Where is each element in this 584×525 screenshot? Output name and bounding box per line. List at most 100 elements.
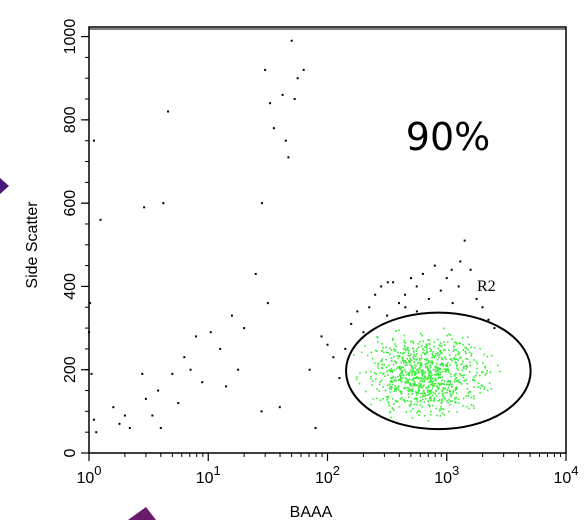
gated-point (381, 366, 383, 369)
scatter-point (144, 397, 147, 400)
gated-point (446, 400, 448, 402)
scatter-point (469, 268, 472, 271)
gated-point (422, 351, 424, 354)
gated-point (465, 357, 468, 360)
gated-point (449, 364, 451, 366)
gated-point (433, 397, 436, 399)
gated-point (432, 385, 435, 387)
gated-point (421, 398, 424, 401)
gated-point (442, 383, 445, 385)
gated-point (429, 370, 432, 372)
gated-point (407, 354, 409, 357)
gated-point (389, 386, 391, 388)
gated-point (465, 368, 468, 370)
gated-point (445, 364, 447, 367)
gated-point (429, 389, 431, 392)
gated-point (370, 377, 372, 380)
gated-point (421, 386, 424, 389)
gated-point (385, 395, 388, 398)
gated-point (447, 383, 450, 386)
gated-point (410, 364, 413, 367)
gated-point (486, 369, 488, 372)
gated-point (469, 391, 472, 393)
gated-point (442, 363, 444, 365)
gated-point (397, 351, 399, 354)
gated-point (416, 384, 419, 386)
gated-point (407, 360, 410, 362)
gated-point (416, 401, 419, 403)
gated-point (417, 390, 420, 392)
gated-point (453, 375, 456, 377)
gated-point (387, 401, 390, 403)
gated-point (462, 343, 464, 346)
gated-point (475, 360, 478, 363)
gated-point (490, 354, 493, 357)
gated-point (413, 370, 415, 373)
gated-point (418, 371, 421, 374)
gated-point (364, 345, 366, 347)
gated-point (456, 411, 458, 413)
gated-point (445, 368, 447, 371)
gated-point (442, 387, 445, 389)
gated-point (435, 363, 438, 365)
gated-point (435, 379, 437, 382)
gated-point (404, 381, 406, 383)
gated-point (434, 365, 437, 368)
gated-point (441, 390, 444, 392)
gated-point (440, 382, 443, 385)
scatter-point (99, 218, 102, 221)
gated-point (418, 382, 420, 384)
gated-point (465, 352, 467, 355)
gated-point (443, 327, 445, 330)
gated-point (403, 369, 406, 371)
gated-point (408, 404, 411, 407)
gated-point (457, 359, 459, 361)
gated-point (442, 394, 444, 396)
gated-point (364, 390, 367, 393)
gated-point (376, 341, 379, 343)
gated-point (427, 362, 429, 364)
scatter-point (269, 102, 272, 105)
gated-point (437, 392, 440, 395)
gated-point (425, 344, 428, 347)
gated-point (405, 382, 407, 384)
gated-point (371, 384, 373, 386)
gated-point (416, 403, 418, 406)
gated-point (451, 386, 453, 388)
scatter-point (326, 343, 329, 346)
gated-point (397, 366, 399, 368)
gated-point (413, 358, 416, 360)
gated-point (411, 417, 414, 419)
gated-point (419, 411, 421, 413)
gated-point (429, 366, 432, 368)
gated-point (457, 402, 460, 404)
gated-point (460, 374, 462, 377)
gated-point (483, 388, 486, 390)
gated-point (483, 386, 486, 389)
gated-point (426, 351, 429, 354)
scatter-point (433, 264, 436, 267)
x-tick-label: 101 (196, 463, 221, 487)
gated-point (431, 353, 434, 355)
percentage-annotation: 90% (406, 115, 490, 159)
gated-point (387, 395, 390, 398)
gated-point (393, 355, 395, 358)
gated-point (388, 369, 390, 372)
gated-point (473, 407, 475, 409)
gated-point (391, 369, 394, 372)
gated-point (414, 382, 416, 385)
gated-point (434, 370, 437, 373)
gated-point (386, 398, 388, 401)
gated-point (420, 364, 423, 367)
gated-point (418, 346, 420, 348)
gated-point (429, 364, 431, 366)
purple-arrow-marker (0, 178, 9, 194)
gated-point (440, 405, 442, 408)
gated-point (365, 371, 367, 374)
gated-point (412, 408, 414, 410)
gated-point (425, 352, 427, 355)
gated-point (406, 349, 409, 351)
gated-point (403, 334, 406, 337)
gated-point (399, 397, 402, 400)
gated-point (437, 367, 439, 369)
